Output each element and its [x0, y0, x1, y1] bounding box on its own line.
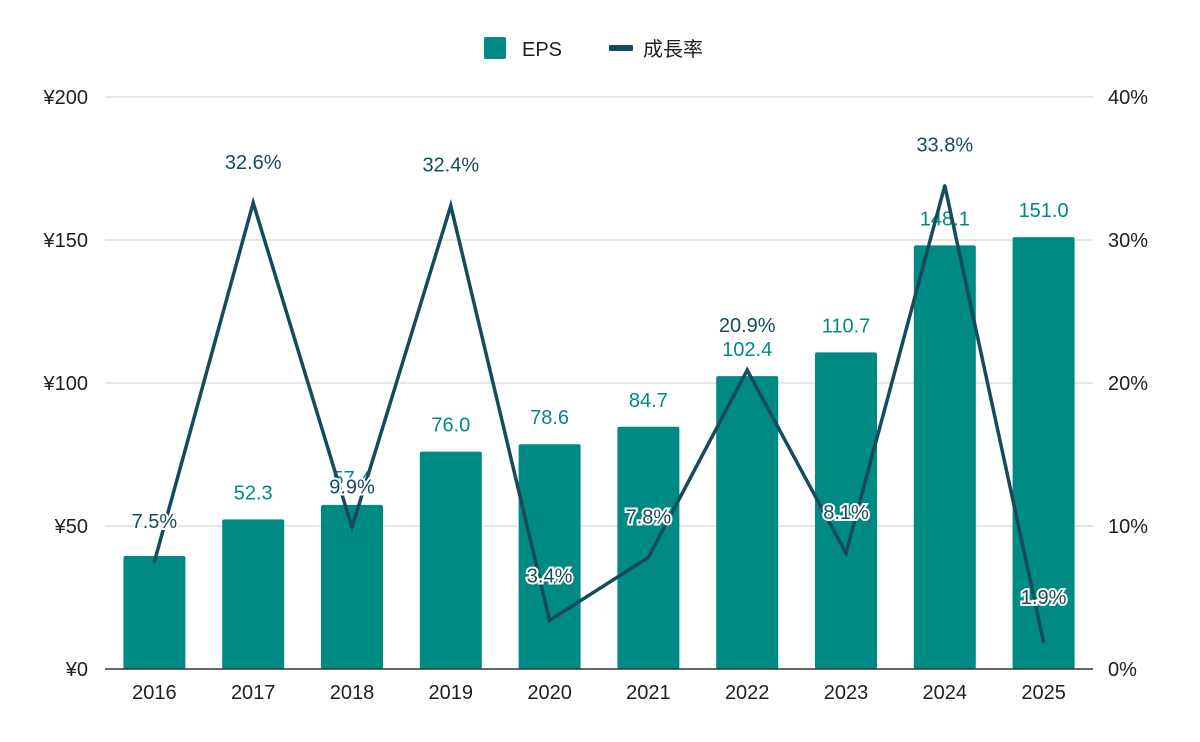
eps-bar-label: 110.7 [822, 315, 871, 337]
left-axis-tick-label: ¥100 [43, 373, 89, 395]
eps-bar [815, 352, 877, 669]
eps-bars [123, 237, 1075, 669]
eps-bar [222, 519, 285, 669]
growth-point [548, 618, 552, 622]
left-axis-tick-label: ¥0 [65, 659, 88, 681]
growth-point [350, 525, 354, 529]
x-axis-tick-label: 2018 [330, 682, 375, 704]
growth-label: 33.8% [916, 135, 973, 157]
x-axis-tick-label: 2020 [527, 682, 572, 704]
x-axis: 2016 2017 2018 2019 2020 2021 2022 2023 2024 2025 [105, 668, 1093, 704]
x-axis-tick-label: 2016 [132, 682, 177, 704]
eps-bar [617, 426, 680, 669]
growth-label: 1.9% [1021, 587, 1067, 609]
eps-bar-labels: 52.3 57.4 76.0 78.6 84.7 102.4 110.7 148.1 151.0 [234, 200, 1069, 504]
growth-point [646, 555, 650, 559]
growth-line-path [152, 185, 1046, 643]
right-axis: 0% 10% 20% 30% 40% [1108, 87, 1148, 681]
growth-point [1042, 640, 1046, 644]
right-axis-tick-label: 40% [1108, 87, 1148, 109]
right-axis-tick-label: 10% [1108, 516, 1148, 538]
x-axis-tick-label: 2022 [725, 682, 770, 704]
eps-bar-label: 76.0 [431, 415, 470, 437]
growth-label: 8.1% [823, 502, 869, 524]
growth-point [943, 184, 947, 188]
eps-bar [518, 444, 581, 669]
growth-label: 3.4% [527, 565, 573, 587]
eps-bar-label: 148.1 [920, 208, 970, 230]
x-axis-tick-label: 2021 [626, 682, 671, 704]
eps-bar-label: 151.0 [1019, 200, 1069, 222]
eps-bar [716, 376, 779, 669]
growth-line [152, 184, 1046, 644]
legend-eps-label: EPS [522, 39, 562, 61]
left-axis: ¥0 ¥50 ¥100 ¥150 ¥200 [43, 87, 89, 681]
legend-eps-swatch [484, 37, 506, 59]
growth-point [251, 201, 255, 205]
growth-point [745, 368, 749, 372]
eps-bar-label: 84.7 [629, 390, 668, 412]
x-axis-tick-label: 2024 [923, 682, 968, 704]
right-axis-tick-label: 0% [1108, 659, 1137, 681]
eps-bar [419, 451, 482, 669]
eps-bar-label: 57.4 [333, 468, 372, 490]
right-axis-tick-label: 20% [1108, 373, 1148, 395]
x-axis-tick-label: 2023 [824, 682, 869, 704]
growth-point [449, 204, 453, 208]
growth-point [152, 560, 156, 564]
right-axis-tick-label: 30% [1108, 230, 1148, 252]
growth-point [844, 551, 848, 555]
legend-growth-swatch [609, 45, 633, 51]
eps-bar [1012, 237, 1075, 669]
growth-label: 32.4% [422, 155, 479, 177]
x-axis-tick-label: 2017 [231, 682, 276, 704]
eps-bar [913, 245, 976, 669]
legend: EPS 成長率 [484, 37, 703, 61]
eps-bar-label: 52.3 [234, 482, 273, 504]
eps-bar-label: 102.4 [722, 339, 772, 361]
growth-line-labels: 7.5% 32.6% 9.9% 32.4% 3.4% 7.8% 20.9% 8.1% 33.8%… [130, 135, 1069, 611]
eps-bar-label: 78.6 [530, 407, 569, 429]
x-axis-tick-label: 2019 [429, 682, 474, 704]
left-axis-tick-label: ¥200 [43, 87, 89, 109]
eps-bar [321, 504, 383, 669]
x-axis-tick-label: 2025 [1021, 682, 1066, 704]
legend-growth-label: 成長率 [643, 38, 703, 61]
left-axis-tick-label: ¥50 [54, 516, 88, 538]
growth-label: 7.8% [626, 506, 672, 528]
growth-label: 7.5% [132, 511, 178, 533]
growth-label: 20.9% [719, 315, 776, 337]
left-axis-tick-label: ¥150 [43, 230, 89, 252]
growth-label: 9.9% [329, 476, 375, 498]
growth-label: 32.6% [225, 152, 282, 174]
eps-bar [123, 556, 186, 669]
